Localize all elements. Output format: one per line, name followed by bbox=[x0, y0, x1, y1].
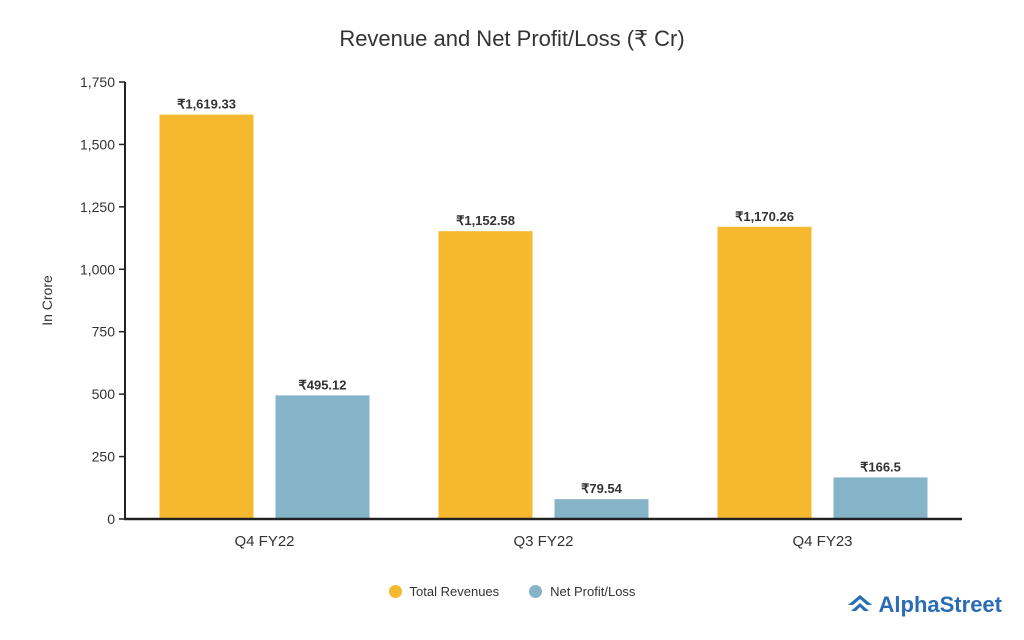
y-tick-label: 500 bbox=[92, 386, 116, 402]
x-tick-label: Q4 FY22 bbox=[234, 533, 294, 550]
legend-swatch-net-profit-loss bbox=[529, 585, 543, 598]
brand-name: AlphaStreet bbox=[878, 592, 1002, 617]
chart-title: Revenue and Net Profit/Loss (₹ Cr) bbox=[339, 26, 685, 51]
legend-swatch-total-revenues bbox=[388, 585, 402, 598]
bar-net-profit-loss-2 bbox=[833, 477, 928, 519]
data-label: ₹1,170.26 bbox=[735, 209, 794, 224]
y-tick-label: 1,250 bbox=[80, 199, 115, 215]
bar-total-revenues-0 bbox=[159, 114, 254, 520]
bar-net-profit-loss-1 bbox=[554, 499, 649, 519]
data-label: ₹79.54 bbox=[581, 481, 623, 496]
data-label: ₹1,619.33 bbox=[177, 97, 236, 112]
bar-total-revenues-2 bbox=[717, 226, 812, 520]
y-tick-label: 750 bbox=[92, 324, 116, 340]
y-tick-label: 1,000 bbox=[80, 261, 115, 277]
x-tick-label: Q4 FY23 bbox=[792, 533, 852, 550]
legend-item-total-revenues: Total Revenues bbox=[388, 584, 500, 599]
y-tick-label: 250 bbox=[92, 449, 116, 465]
data-label: ₹1,152.58 bbox=[456, 213, 515, 228]
alphastreet-logo-icon bbox=[847, 595, 872, 611]
data-label: ₹166.5 bbox=[860, 459, 901, 474]
bar-total-revenues-1 bbox=[438, 231, 533, 519]
data-label: ₹495.12 bbox=[298, 377, 346, 392]
y-axis-label: In Crore bbox=[39, 275, 55, 326]
legend-item-net-profit-loss: Net Profit/Loss bbox=[529, 584, 635, 599]
brand-logo: AlphaStreet bbox=[847, 592, 1002, 618]
legend: Total Revenues Net Profit/Loss bbox=[0, 584, 1024, 599]
x-tick-label: Q3 FY22 bbox=[513, 533, 573, 550]
y-tick-label: 1,750 bbox=[80, 74, 115, 90]
bar-net-profit-loss-0 bbox=[275, 395, 370, 519]
legend-label-net-profit-loss: Net Profit/Loss bbox=[550, 584, 636, 599]
legend-label-total-revenues: Total Revenues bbox=[409, 584, 500, 599]
y-tick-label: 1,500 bbox=[80, 136, 115, 152]
y-tick-label: 0 bbox=[107, 511, 115, 527]
